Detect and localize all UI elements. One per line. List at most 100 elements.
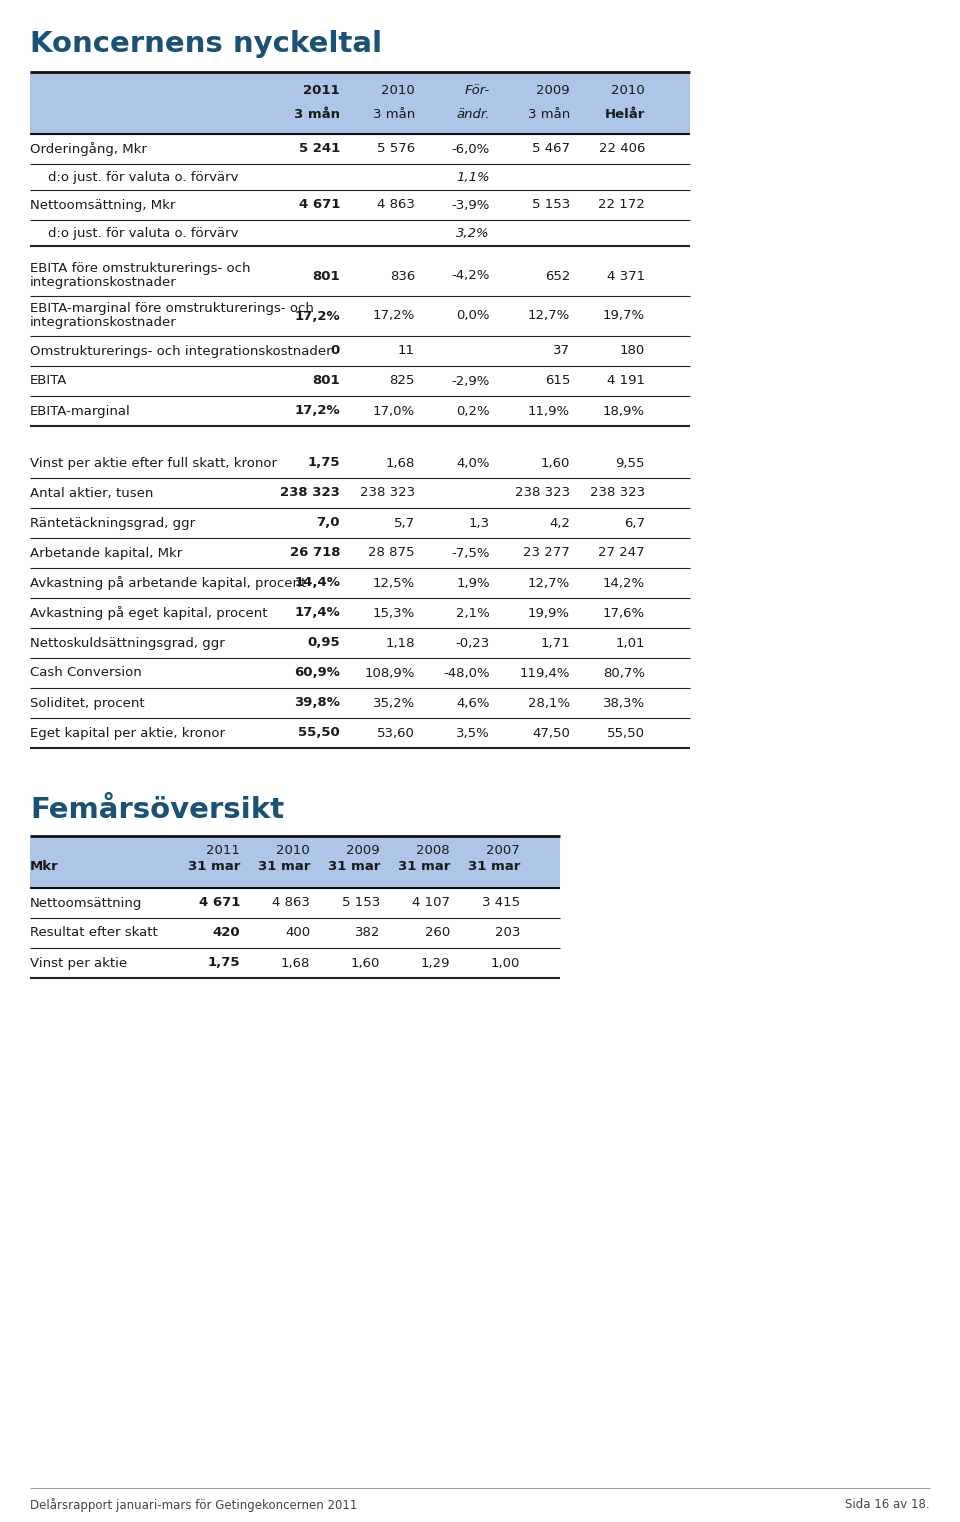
Text: 5 153: 5 153 (532, 198, 570, 212)
Text: Cash Conversion: Cash Conversion (30, 667, 142, 679)
Text: 2009: 2009 (347, 845, 380, 857)
Text: Antal aktier, tusen: Antal aktier, tusen (30, 487, 154, 499)
Text: 31 mar: 31 mar (397, 860, 450, 874)
Text: 1,29: 1,29 (420, 956, 450, 970)
Text: 652: 652 (544, 269, 570, 283)
Text: 1,1%: 1,1% (456, 170, 490, 184)
Text: 3,2%: 3,2% (456, 227, 490, 239)
Text: 1,75: 1,75 (307, 457, 340, 469)
Text: 17,2%: 17,2% (372, 309, 415, 323)
Text: Eget kapital per aktie, kronor: Eget kapital per aktie, kronor (30, 726, 225, 740)
Text: Räntetäckningsgrad, ggr: Räntetäckningsgrad, ggr (30, 516, 195, 530)
Text: -6,0%: -6,0% (452, 143, 490, 155)
Text: 203: 203 (494, 927, 520, 939)
Text: 4,2: 4,2 (549, 516, 570, 530)
Text: 2007: 2007 (487, 845, 520, 857)
Text: Resultat efter skatt: Resultat efter skatt (30, 927, 157, 939)
Text: 4 191: 4 191 (607, 374, 645, 388)
Text: 17,6%: 17,6% (603, 606, 645, 619)
Text: 19,7%: 19,7% (603, 309, 645, 323)
Text: 1,71: 1,71 (540, 636, 570, 650)
Text: Arbetande kapital, Mkr: Arbetande kapital, Mkr (30, 546, 182, 560)
Text: 5,7: 5,7 (394, 516, 415, 530)
Text: 9,55: 9,55 (615, 457, 645, 469)
Text: 3,5%: 3,5% (456, 726, 490, 740)
Text: 38,3%: 38,3% (603, 697, 645, 709)
Text: 14,4%: 14,4% (294, 577, 340, 589)
Text: 1,9%: 1,9% (456, 577, 490, 589)
Text: -3,9%: -3,9% (451, 198, 490, 212)
Text: Helår: Helår (605, 108, 645, 122)
Text: Orderingång, Mkr: Orderingång, Mkr (30, 142, 147, 155)
Text: 31 mar: 31 mar (257, 860, 310, 874)
Text: 6,7: 6,7 (624, 516, 645, 530)
Text: d:o just. för valuta o. förvärv: d:o just. för valuta o. förvärv (48, 170, 238, 184)
Text: -0,23: -0,23 (456, 636, 490, 650)
Text: 1,68: 1,68 (280, 956, 310, 970)
Text: 4,0%: 4,0% (457, 457, 490, 469)
Text: 4 863: 4 863 (377, 198, 415, 212)
Text: 28 875: 28 875 (369, 546, 415, 560)
Text: 1,75: 1,75 (207, 956, 240, 970)
Text: 27 247: 27 247 (598, 546, 645, 560)
Text: 12,5%: 12,5% (372, 577, 415, 589)
Text: 26 718: 26 718 (290, 546, 340, 560)
Text: 12,7%: 12,7% (528, 577, 570, 589)
Text: 2010: 2010 (612, 84, 645, 97)
Text: d:o just. för valuta o. förvärv: d:o just. för valuta o. förvärv (48, 227, 238, 239)
Text: EBITA före omstrukturerings- och: EBITA före omstrukturerings- och (30, 262, 251, 275)
Text: 801: 801 (312, 269, 340, 283)
Text: 14,2%: 14,2% (603, 577, 645, 589)
Text: 2011: 2011 (206, 845, 240, 857)
Text: 1,00: 1,00 (491, 956, 520, 970)
Text: -7,5%: -7,5% (451, 546, 490, 560)
Text: 1,60: 1,60 (540, 457, 570, 469)
Text: 80,7%: 80,7% (603, 667, 645, 679)
Text: 1,01: 1,01 (615, 636, 645, 650)
Text: 31 mar: 31 mar (327, 860, 380, 874)
Bar (30, 72, 690, 134)
Text: Sida 16 av 18.: Sida 16 av 18. (846, 1498, 930, 1511)
Text: 55,50: 55,50 (607, 726, 645, 740)
Text: 23 277: 23 277 (523, 546, 570, 560)
Text: 55,50: 55,50 (299, 726, 340, 740)
Text: Mkr: Mkr (30, 860, 59, 874)
Text: Nettoskuldsättningsgrad, ggr: Nettoskuldsättningsgrad, ggr (30, 636, 225, 650)
Text: Avkastning på eget kapital, procent: Avkastning på eget kapital, procent (30, 606, 268, 619)
Text: 420: 420 (212, 927, 240, 939)
Text: 119,4%: 119,4% (519, 667, 570, 679)
Text: 31 mar: 31 mar (187, 860, 240, 874)
Text: 2009: 2009 (537, 84, 570, 97)
Text: Soliditet, procent: Soliditet, procent (30, 697, 145, 709)
Text: Koncernens nyckeltal: Koncernens nyckeltal (30, 30, 382, 58)
Text: integrationskostnader: integrationskostnader (30, 275, 177, 289)
Text: 22 406: 22 406 (599, 143, 645, 155)
Text: 825: 825 (390, 374, 415, 388)
Text: EBITA-marginal före omstrukturerings- och: EBITA-marginal före omstrukturerings- oc… (30, 301, 314, 315)
Text: 47,50: 47,50 (532, 726, 570, 740)
Text: 39,8%: 39,8% (294, 697, 340, 709)
Text: 18,9%: 18,9% (603, 405, 645, 417)
Text: 12,7%: 12,7% (528, 309, 570, 323)
Text: EBITA-marginal: EBITA-marginal (30, 405, 131, 417)
Text: 3 mån: 3 mån (528, 108, 570, 122)
Text: 60,9%: 60,9% (294, 667, 340, 679)
Text: 31 mar: 31 mar (468, 860, 520, 874)
Text: 3 415: 3 415 (482, 896, 520, 910)
Text: EBITA: EBITA (30, 374, 67, 388)
Text: 53,60: 53,60 (377, 726, 415, 740)
Text: 11: 11 (398, 344, 415, 358)
Text: 2010: 2010 (276, 845, 310, 857)
Text: 0,95: 0,95 (307, 636, 340, 650)
Text: 37: 37 (553, 344, 570, 358)
Text: 17,2%: 17,2% (295, 405, 340, 417)
Text: 1,60: 1,60 (350, 956, 380, 970)
Text: 5 467: 5 467 (532, 143, 570, 155)
Text: 801: 801 (312, 374, 340, 388)
Text: 615: 615 (544, 374, 570, 388)
Text: 4 863: 4 863 (272, 896, 310, 910)
Text: -48,0%: -48,0% (444, 667, 490, 679)
Text: 238 323: 238 323 (360, 487, 415, 499)
Text: 180: 180 (620, 344, 645, 358)
Text: 17,0%: 17,0% (372, 405, 415, 417)
